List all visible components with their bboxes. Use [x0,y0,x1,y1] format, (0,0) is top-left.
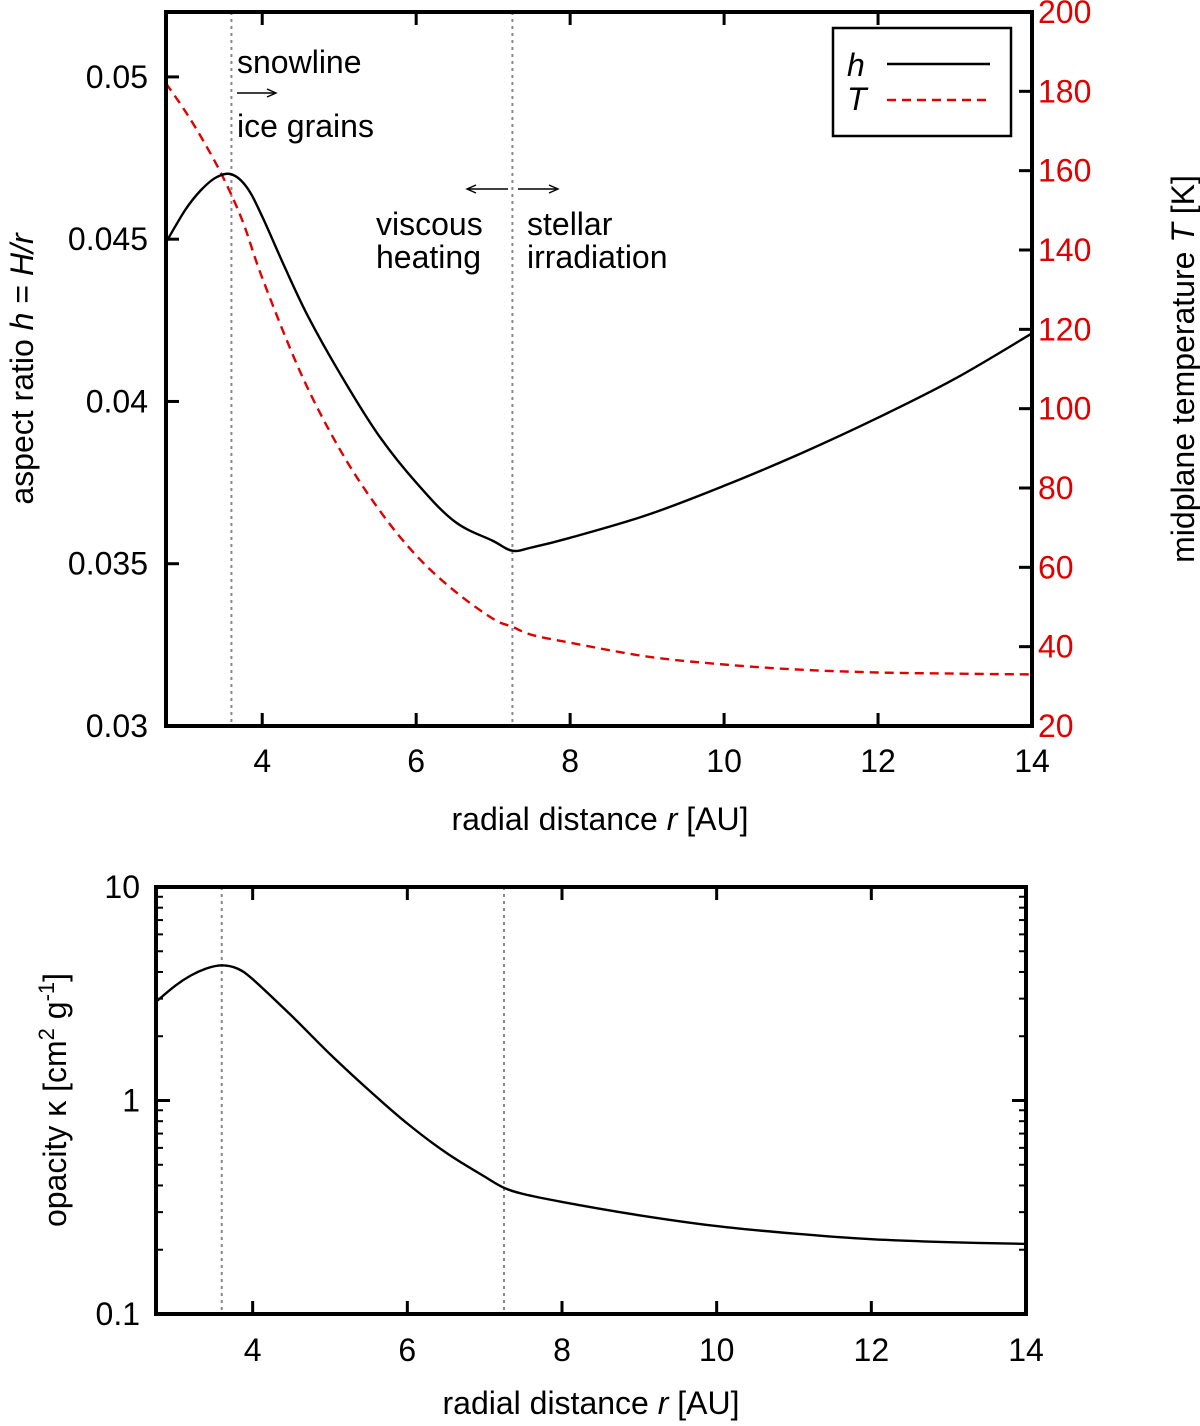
top-vlines [230,12,514,726]
top-x-tick-label: 6 [407,743,425,779]
top-y2-axis-label: midplane temperature T [K] [1165,175,1200,563]
bottom-y-tick-label: 0.1 [96,1296,140,1332]
top-y2-tick-label: 100 [1038,391,1091,427]
top-y2-tick-label: 180 [1038,73,1091,109]
top-x-tick-label: 8 [561,743,579,779]
top-y-tick-label: 0.035 [68,546,148,582]
annotation-snowline: snowline [237,44,362,80]
arrow-stellar-irradiation [518,184,560,194]
bottom-x-tick-label: 10 [699,1332,735,1368]
top-y2-tick-label: 120 [1038,311,1091,347]
top-panel: 4 6 8 10 12 14 0.03 0.035 0.04 0.045 0.05 20 40 60 8… [4,0,1200,837]
top-y2-ticks: 20 40 60 80 100 120 140 160 180 200 [1019,0,1091,744]
top-y-axis-label: aspect ratio h = H/r [4,232,40,505]
annotation-ice-grains: ice grains [237,108,374,144]
top-x-tick-label: 4 [253,743,271,779]
legend-label-h: h [847,47,865,83]
series-h-line [164,172,1033,553]
annotation-viscous: viscous [376,206,483,242]
bottom-x-tick-label: 4 [244,1332,262,1368]
bottom-y-ticks: 0.1 1 10 [96,869,1026,1332]
bottom-vlines [220,887,505,1314]
legend-box [831,26,1013,138]
top-y-tick-label: 0.04 [86,383,148,419]
top-y-tick-label: 0.05 [86,59,148,95]
top-y-tick-label: 0.045 [68,221,148,257]
top-y2-tick-label: 200 [1038,0,1091,30]
legend: h T [831,26,1013,138]
bottom-x-axis-label: radial distance r [AU] [442,1385,739,1421]
annotation-stellar: stellar [527,206,613,242]
top-y2-tick-label: 20 [1038,708,1074,744]
top-y2-tick-label: 140 [1038,232,1091,268]
series-kappa-line [155,964,1027,1246]
bottom-x-tick-label: 6 [398,1332,416,1368]
top-y2-tick-label: 160 [1038,153,1091,189]
top-x-axis-label: radial distance r [AU] [451,801,748,837]
bottom-x-tick-label: 14 [1008,1332,1044,1368]
top-y2-tick-label: 60 [1038,549,1074,585]
bottom-x-tick-label: 8 [553,1332,571,1368]
legend-label-T: T [847,81,869,117]
series-T-line [165,82,1033,676]
bottom-x-ticks: 4 6 8 10 12 14 [244,887,1044,1368]
top-x-tick-label: 12 [860,743,896,779]
top-x-ticks: 4 6 8 10 12 14 [253,12,1050,779]
top-y-tick-label: 0.03 [86,708,148,744]
annotation-irradiation: irradiation [527,239,668,275]
arrow-viscous-heating [465,184,508,194]
arrow-ice-grains [237,88,278,98]
bottom-plot-frame [154,885,1028,1316]
bottom-x-tick-label: 12 [854,1332,890,1368]
bottom-y-tick-label: 1 [122,1083,140,1119]
top-y-ticks: 0.03 0.035 0.04 0.045 0.05 [68,59,179,744]
annotation-heating: heating [376,239,481,275]
top-x-tick-label: 10 [706,743,742,779]
bottom-y-tick-label: 10 [104,869,140,905]
top-y2-tick-label: 40 [1038,629,1074,665]
top-x-tick-label: 14 [1014,743,1050,779]
bottom-y-axis-label: opacity κ [cm2 g-1] [34,973,73,1227]
top-plot-frame [164,10,1034,728]
top-y2-tick-label: 80 [1038,470,1074,506]
